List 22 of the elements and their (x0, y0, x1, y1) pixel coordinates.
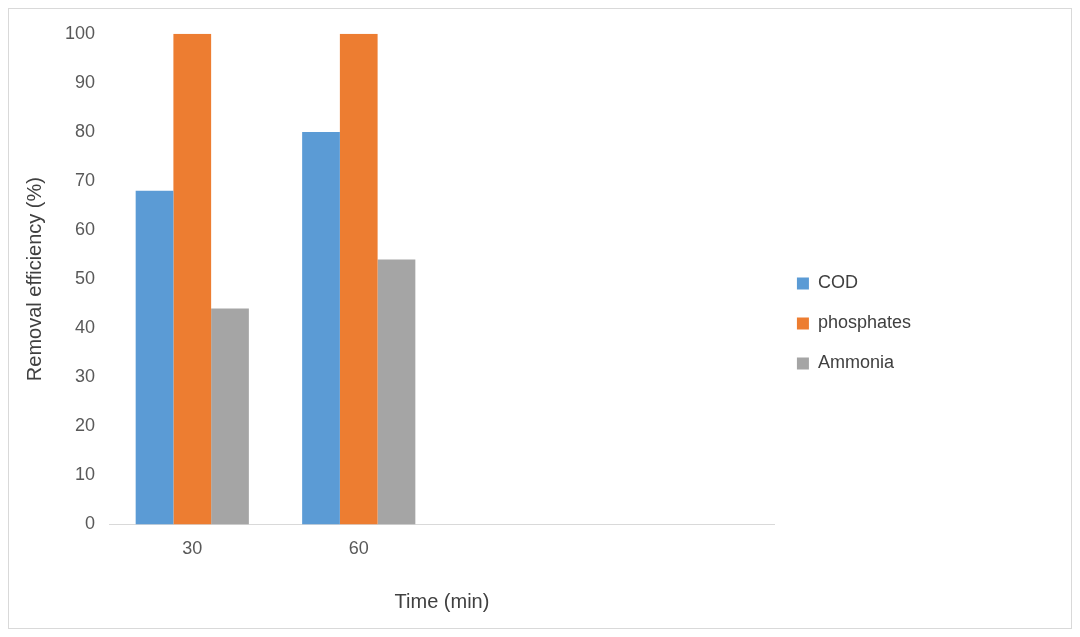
bar (377, 259, 416, 525)
legend-label: COD (817, 272, 858, 293)
bar (173, 33, 212, 525)
y-tick-label: 10 (75, 464, 96, 485)
bar (339, 33, 378, 525)
y-tick-label: 50 (75, 268, 96, 289)
bar (211, 308, 249, 525)
y-tick-label: 100 (64, 22, 96, 43)
y-tick-label: 80 (75, 120, 96, 141)
y-tick-label: 30 (75, 366, 96, 387)
x-axis-title: Time (min) (394, 589, 490, 612)
bar (135, 190, 174, 525)
y-tick-label: 20 (75, 415, 96, 436)
legend-label: phosphates (817, 312, 911, 333)
y-tick-label: 40 (75, 317, 96, 338)
y-tick-label: 60 (75, 219, 96, 240)
y-tick-label: 70 (75, 169, 96, 190)
y-tick-label: 0 (85, 513, 96, 534)
y-axis-title: Removal efficiency (%) (22, 177, 45, 382)
legend-label: Ammonia (817, 352, 895, 373)
y-tick-label: 90 (75, 71, 96, 92)
bar (302, 131, 340, 525)
